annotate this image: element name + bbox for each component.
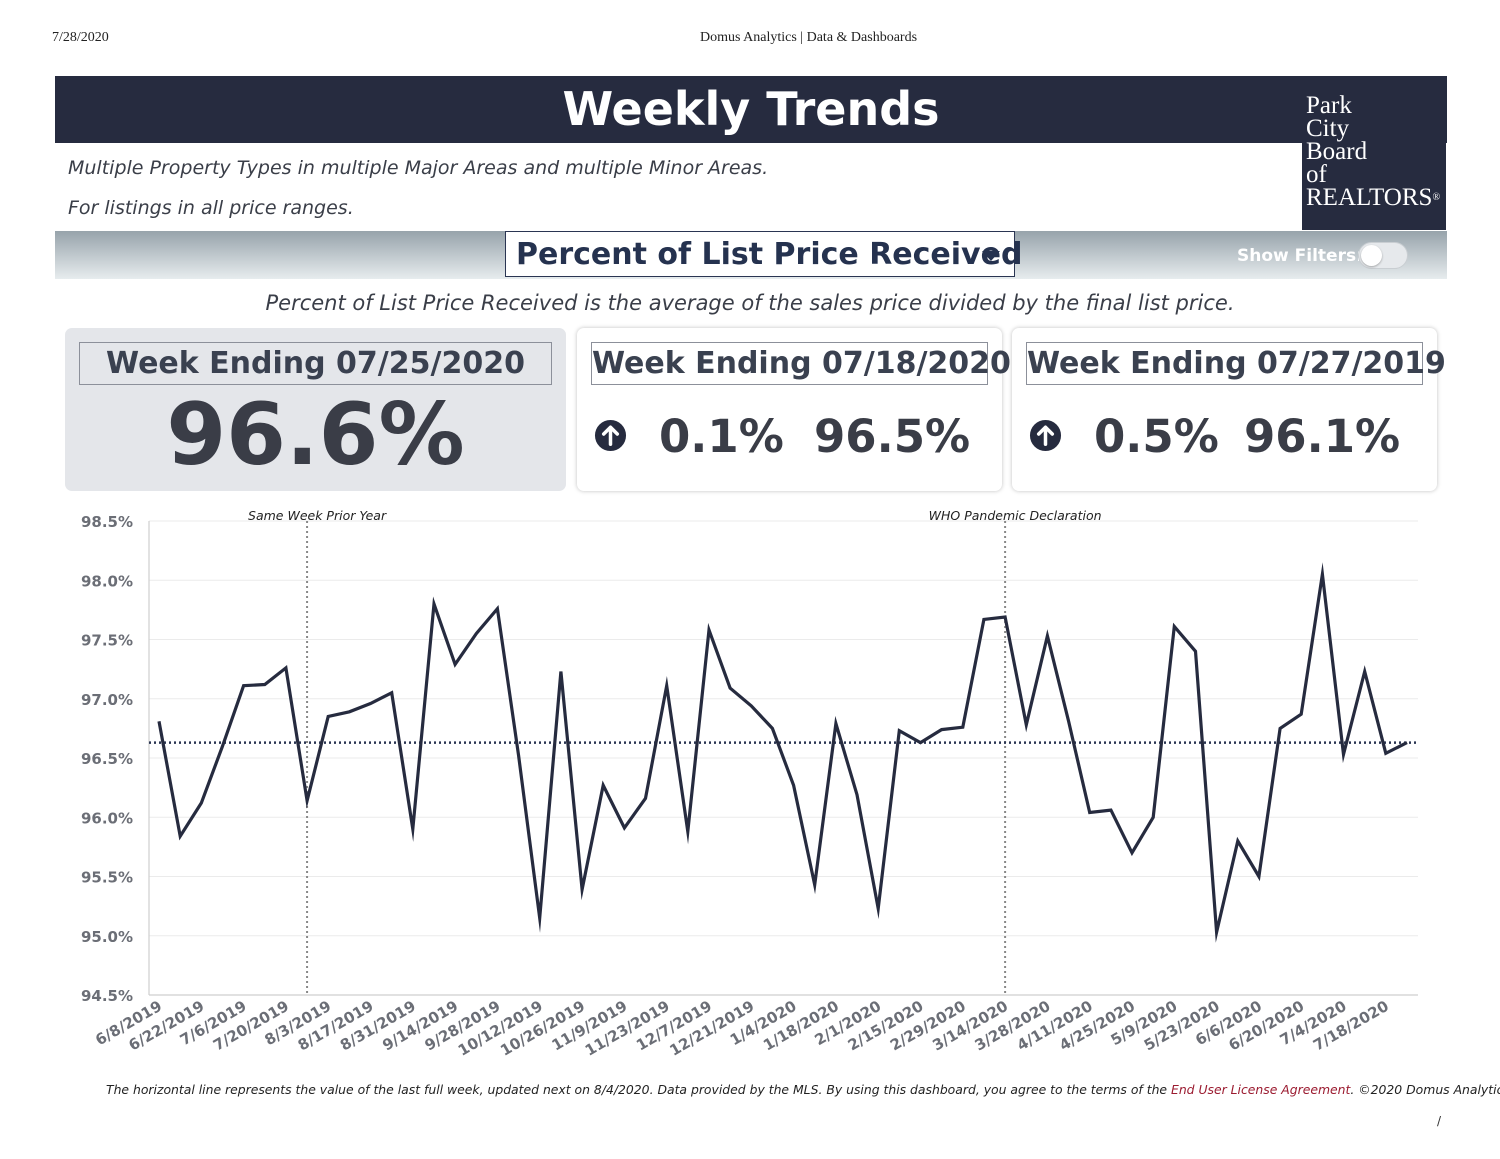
subtitle-price-ranges: For listings in all price ranges. bbox=[68, 197, 354, 219]
x-tick-label: 2/1/2020 bbox=[811, 997, 884, 1049]
annotation-label: Same Week Prior Year bbox=[248, 508, 387, 523]
x-tick-label: 2/15/2020 bbox=[845, 997, 927, 1055]
logo-line: Park bbox=[1306, 92, 1352, 119]
x-tick-label: 11/9/2019 bbox=[549, 997, 631, 1055]
logo-line: City bbox=[1306, 115, 1350, 142]
x-tick-label: 5/23/2020 bbox=[1141, 997, 1223, 1055]
x-tick-label: 6/6/2020 bbox=[1192, 997, 1265, 1049]
x-tick-label: 6/8/2019 bbox=[92, 997, 165, 1049]
caret-down-icon bbox=[982, 251, 1000, 261]
park-city-realtors-logo: Park City Board of REALTORS® bbox=[1302, 76, 1446, 230]
metric-definition: Percent of List Price Received is the av… bbox=[265, 291, 1235, 315]
logo-line: of bbox=[1306, 161, 1327, 188]
print-header-title: Domus Analytics | Data & Dashboards bbox=[699, 30, 918, 45]
prior-year-card: Week Ending 07/27/2019 0.5% 96.1% bbox=[1012, 328, 1446, 491]
metric-select[interactable]: Percent of List Price Received bbox=[505, 231, 1022, 277]
x-tick-label: 7/6/2019 bbox=[177, 997, 250, 1049]
x-tick-label: 7/4/2020 bbox=[1277, 997, 1350, 1049]
page-marker: / bbox=[1437, 1114, 1442, 1128]
y-tick-label: 95.0% bbox=[81, 928, 133, 946]
show-filters-label: Show Filters: bbox=[1237, 246, 1363, 266]
x-tick-label: 8/31/2019 bbox=[337, 997, 419, 1055]
x-tick-label: 9/14/2019 bbox=[379, 997, 461, 1055]
current-week-card: Week Ending 07/25/2020 96.6% bbox=[65, 328, 566, 491]
x-tick-label: 4/25/2020 bbox=[1056, 997, 1138, 1055]
x-tick-label: 11/23/2019 bbox=[582, 997, 673, 1060]
page-title: Weekly Trends bbox=[55, 76, 1447, 143]
arrow-up-circle-icon bbox=[1029, 419, 1062, 452]
previous-week-heading: Week Ending 07/18/2020 bbox=[591, 342, 1011, 385]
y-tick-label: 94.5% bbox=[81, 987, 133, 1005]
prior-year-change: 0.5% bbox=[1094, 410, 1219, 463]
x-tick-label: 8/3/2019 bbox=[261, 997, 334, 1049]
y-tick-label: 97.0% bbox=[81, 691, 133, 709]
footnote-text: The horizontal line represents the value… bbox=[106, 1082, 1171, 1097]
x-tick-label: 5/9/2020 bbox=[1108, 997, 1181, 1049]
current-week-value: 96.6% bbox=[166, 385, 465, 485]
x-tick-label: 4/11/2020 bbox=[1014, 997, 1096, 1055]
toggle-knob bbox=[1361, 245, 1382, 266]
current-week-heading: Week Ending 07/25/2020 bbox=[79, 342, 552, 385]
previous-week-card: Week Ending 07/18/2020 0.1% 96.5% bbox=[577, 328, 1011, 491]
annotation-label: WHO Pandemic Declaration bbox=[929, 508, 1102, 523]
x-tick-label: 3/14/2020 bbox=[929, 997, 1011, 1055]
logo-line: Board bbox=[1306, 138, 1368, 165]
x-tick-label: 6/20/2020 bbox=[1225, 997, 1307, 1055]
footnote-suffix: . ©2020 Domus Analytics bbox=[1350, 1082, 1500, 1097]
x-tick-label: 7/18/2020 bbox=[1310, 997, 1392, 1055]
prior-year-heading: Week Ending 07/27/2019 bbox=[1026, 342, 1446, 385]
previous-week-change: 0.1% bbox=[659, 410, 784, 463]
x-tick-label: 8/17/2019 bbox=[295, 997, 377, 1055]
x-tick-label: 3/28/2020 bbox=[972, 997, 1054, 1055]
subtitle-property-types: Multiple Property Types in multiple Majo… bbox=[68, 157, 769, 179]
x-tick-label: 7/20/2019 bbox=[210, 997, 292, 1055]
logo-line: REALTORS® bbox=[1306, 184, 1441, 211]
x-tick-label: 2/29/2020 bbox=[887, 997, 969, 1055]
show-filters-toggle[interactable] bbox=[1358, 242, 1408, 269]
x-tick-label: 12/21/2019 bbox=[666, 997, 757, 1060]
series-line bbox=[157, 562, 1408, 943]
previous-week-value: 96.5% bbox=[814, 410, 971, 463]
y-tick-label: 96.5% bbox=[81, 750, 133, 768]
eula-link[interactable]: End User License Agreement bbox=[1170, 1082, 1351, 1097]
x-tick-label: 1/4/2020 bbox=[727, 997, 800, 1049]
metric-select-label: Percent of List Price Received bbox=[516, 237, 1023, 272]
x-tick-label: 12/7/2019 bbox=[633, 997, 715, 1055]
arrow-up-circle-icon bbox=[594, 419, 627, 452]
x-tick-label: 10/26/2019 bbox=[497, 997, 588, 1060]
x-tick-label: 1/18/2020 bbox=[760, 997, 842, 1055]
y-tick-label: 95.5% bbox=[81, 869, 133, 887]
y-tick-label: 98.5% bbox=[81, 513, 133, 531]
footnote: The horizontal line represents the value… bbox=[106, 1082, 1500, 1097]
y-tick-label: 98.0% bbox=[81, 572, 133, 590]
y-tick-label: 97.5% bbox=[81, 632, 133, 650]
x-tick-label: 6/22/2019 bbox=[126, 997, 208, 1055]
x-tick-label: 9/28/2019 bbox=[422, 997, 504, 1055]
y-tick-label: 96.0% bbox=[81, 809, 133, 827]
print-date: 7/28/2020 bbox=[52, 30, 109, 45]
x-tick-label: 10/12/2019 bbox=[455, 997, 546, 1060]
prior-year-value: 96.1% bbox=[1244, 410, 1401, 463]
